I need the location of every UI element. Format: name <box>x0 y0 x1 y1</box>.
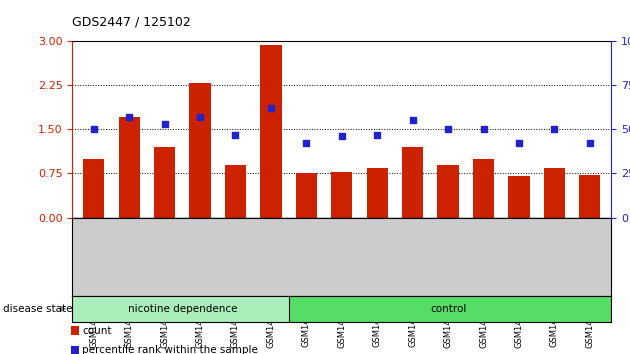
Bar <box>190 83 210 218</box>
Text: GDS2447 / 125102: GDS2447 / 125102 <box>72 15 191 28</box>
Bar <box>225 165 246 218</box>
Point <box>89 126 99 132</box>
Point <box>443 126 453 132</box>
Point <box>301 141 311 146</box>
Point <box>479 126 489 132</box>
Point <box>336 133 346 139</box>
Bar <box>579 175 600 218</box>
Bar <box>83 159 105 218</box>
Bar <box>289 296 611 322</box>
Point <box>266 105 276 111</box>
Text: count: count <box>82 326 112 336</box>
Bar <box>331 172 352 218</box>
Bar <box>473 159 494 218</box>
Point <box>585 141 595 146</box>
Point <box>124 114 134 120</box>
Text: control: control <box>430 304 466 314</box>
Point <box>372 132 382 137</box>
Point <box>514 141 524 146</box>
Bar <box>72 296 289 322</box>
Bar <box>508 176 530 218</box>
Point <box>195 114 205 120</box>
Bar <box>544 167 565 218</box>
Point <box>408 118 418 123</box>
Text: percentile rank within the sample: percentile rank within the sample <box>82 345 258 354</box>
Bar <box>367 167 388 218</box>
Bar <box>402 147 423 218</box>
Bar <box>154 147 175 218</box>
Point <box>231 132 241 137</box>
Point <box>159 121 169 127</box>
Bar <box>295 173 317 218</box>
Text: nicotine dependence: nicotine dependence <box>127 304 237 314</box>
Point <box>549 126 559 132</box>
Bar <box>260 45 282 218</box>
Bar <box>437 165 459 218</box>
Text: disease state: disease state <box>3 304 72 314</box>
Bar <box>118 118 140 218</box>
